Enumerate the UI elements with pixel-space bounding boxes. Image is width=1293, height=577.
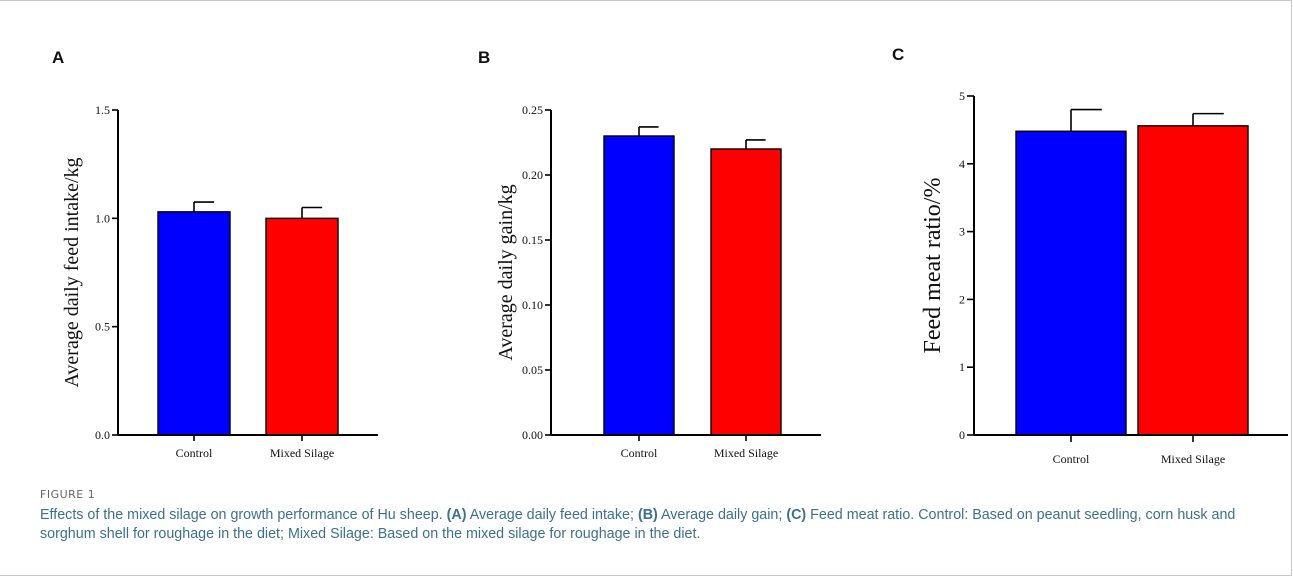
panel-a-y-axis-label: Average daily feed intake/kg [61, 157, 83, 387]
panel-b-y-tick-label: 0.25 [522, 103, 543, 117]
panel-a-y-tick-label: 0.0 [95, 428, 110, 442]
panel-c: C Control Mixed Silage 0 1 2 3 4 5 Feed meat rat… [882, 40, 1288, 480]
panel-b-bar-control [603, 135, 675, 436]
panel-a-x-tick-label: Mixed Silage [270, 446, 334, 460]
panel-b-letter: B [478, 48, 491, 67]
caption-b-tag: (B) [637, 507, 658, 523]
panel-a-y-tick-label: 1.5 [95, 103, 110, 117]
panel-b-chart: Control Mixed Silage 0.00 0.05 0.10 0.15 0.20 0… [495, 103, 821, 460]
panel-b-y-tick-label: 0.05 [522, 363, 543, 377]
panel-c-y-axis-label: Feed meat ratio/% [920, 178, 946, 354]
panel-b-x-tick-label: Control [621, 446, 658, 460]
panel-c-x-tick-label: Mixed Silage [1161, 452, 1225, 466]
panel-c-y-tick-label: 4 [959, 157, 965, 171]
panel-c-y-tick-label: 3 [959, 225, 965, 239]
panel-c-y-tick-label: 1 [959, 360, 965, 374]
figure-caption: Effects of the mixed silage on growth pe… [40, 506, 1260, 544]
panel-a-y-tick-label: 0.5 [95, 320, 110, 334]
panel-b-bar-mixed-silage [710, 148, 782, 436]
caption-b-text: Average daily gain; [660, 507, 783, 523]
panel-c-x-tick-label: Control [1053, 452, 1090, 466]
panel-c-y-tick-label: 5 [959, 89, 965, 103]
panel-c-y-tick-label: 0 [959, 428, 965, 442]
panel-b-y-tick-label: 0.00 [522, 428, 543, 442]
panel-c-letter: C [892, 45, 905, 64]
caption-c-tag: (C) [786, 507, 807, 523]
figure-label: FIGURE 1 [40, 488, 96, 501]
caption-c-text: Feed meat ratio. Control: Based on peanu… [40, 507, 1236, 542]
panel-b-x-tick-label: Mixed Silage [714, 446, 778, 460]
panel-c-bar-mixed-silage [1137, 125, 1249, 436]
panel-a-x-tick-label: Control [176, 446, 213, 460]
caption-intro: Effects of the mixed silage on growth pe… [40, 507, 443, 523]
panel-c-bar-control [1015, 130, 1127, 436]
caption-a-tag: (A) [446, 507, 467, 523]
caption-a-text: Average daily feed intake; [469, 507, 634, 523]
panel-b-y-tick-label: 0.20 [522, 168, 543, 182]
panel-c-y-tick-label: 2 [959, 292, 965, 306]
panel-a-letter: A [52, 48, 65, 67]
panel-a: A Control Mixed Silage 0.0 0.5 1.0 1.5 Average… [40, 40, 378, 480]
panel-b-y-tick-label: 0.10 [522, 298, 543, 312]
panel-b: B Control Mixed Silage 0.00 0.05 0.10 0.15 0.2… [470, 40, 821, 480]
panel-b-y-axis-label: Average daily gain/kg [495, 184, 517, 360]
panel-a-bar-mixed-silage [265, 217, 339, 436]
panel-a-y-tick-label: 1.0 [95, 211, 110, 225]
panel-a-bar-control [157, 211, 231, 436]
panel-a-chart: Control Mixed Silage 0.0 0.5 1.0 1.5 Average d… [61, 103, 378, 460]
panel-b-y-tick-label: 0.15 [522, 233, 543, 247]
panel-c-chart: Control Mixed Silage 0 1 2 3 4 5 Feed meat ratio… [920, 89, 1288, 466]
